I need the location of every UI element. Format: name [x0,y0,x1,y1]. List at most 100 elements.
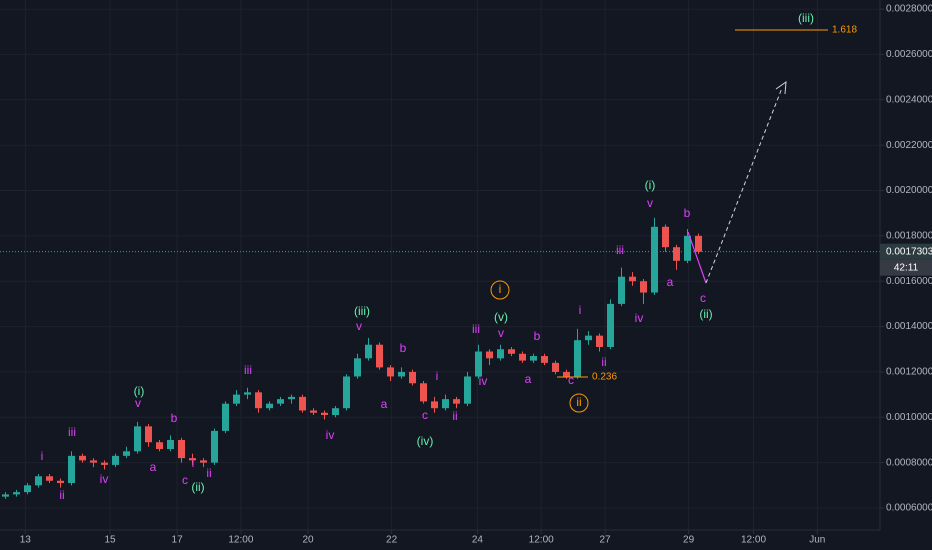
wave-label: v [356,319,362,333]
wave-label: (iii) [354,304,370,318]
x-tick-label: 12:00 [741,535,766,546]
wave-label: v [498,326,504,340]
candle-body [508,349,515,354]
candle-body [255,392,262,409]
wave-label: ii [576,395,581,409]
countdown-box [880,259,932,276]
candle-body [167,439,174,450]
candle-body [112,455,119,465]
candle-body [24,485,31,493]
y-tick-label: 0.0022000 [886,140,932,151]
candle-body [684,235,691,261]
wave-label: (ii) [699,307,712,321]
candle-body [57,480,64,484]
wave-label: b [171,411,178,425]
x-tick-label: 22 [386,535,398,546]
candle-body [442,399,449,409]
candle-body [673,247,680,261]
projection-line [687,231,707,284]
annotations: iiiiiiivvabciiiiiiivvabciiiiiiivvabciiii… [41,11,858,502]
candle-body [530,356,537,361]
wave-circle [569,393,589,413]
wave-label: ii [206,466,211,480]
candle-body [519,353,526,361]
wave-label: v [647,196,653,210]
wave-label: iv [100,472,109,486]
candle-body [13,492,20,495]
candle-body [310,410,317,413]
wave-circle [490,280,510,300]
candle-body [134,426,141,452]
candle-body [640,281,647,293]
y-tick-label: 0.0018000 [886,230,932,241]
x-tick-label: 17 [172,535,184,546]
wave-label: (iv) [417,434,434,448]
last-price-label: 0.0017303 [886,246,932,257]
candle-body [299,396,306,411]
x-tick-label: 20 [302,535,314,546]
x-tick-label: 15 [104,535,116,546]
candle-body [343,376,350,409]
y-tick-label: 0.0028000 [886,4,932,15]
candle-body [68,455,75,484]
y-tick-label: 0.0016000 [886,276,932,287]
wave-label: b [400,341,407,355]
wave-label: iii [616,243,624,257]
x-tick-label: 12:00 [529,535,554,546]
candle-body [409,371,416,384]
candle-body [79,455,86,461]
candle-body [266,403,273,409]
y-tick-label: 0.0010000 [886,412,932,423]
y-tick-label: 0.0014000 [886,321,932,332]
candle-body [332,408,339,416]
wave-label: iv [635,311,644,325]
x-tick-label: 13 [20,535,32,546]
wave-label: i [192,456,195,470]
candle-body [354,358,361,377]
candle-body [46,476,53,481]
candle-body [145,426,152,443]
candle-body [420,383,427,402]
candle-body [695,235,702,252]
candle-body [651,226,658,293]
wave-label: iii [244,363,252,377]
grid [0,0,880,530]
y-tick-label: 0.0024000 [886,94,932,105]
candle-body [497,349,504,359]
candle-body [90,460,97,463]
fib-label: 1.618 [832,25,857,36]
axes: 0.0006000 0.0008000 0.0010000 0.0012000 0.00… [20,4,932,546]
candle-body [563,371,570,377]
wave-label: iv [479,374,488,388]
wave-label: b [534,329,541,343]
wave-label: c [700,291,706,305]
candle-body [376,344,383,368]
wave-label: (iii) [798,11,814,25]
candle-body [607,303,614,347]
arrow-head [775,80,787,95]
wave-label: i [499,282,502,296]
wave-label: (i) [134,384,145,398]
y-tick-label: 0.0006000 [886,503,932,514]
candle-body [486,351,493,359]
wave-label: i [579,303,582,317]
candle-body [365,344,372,359]
candle-body [585,335,592,341]
candle-body [233,394,240,404]
candles [0,217,880,499]
candle-body [222,403,229,431]
x-tick-label: 12:00 [228,535,253,546]
candle-body [321,412,328,416]
candle-body [189,458,196,461]
candle-body [178,439,185,459]
wave-label: (v) [494,310,508,324]
y-tick-label: 0.0020000 [886,185,932,196]
candle-body [596,335,603,347]
candle-body [453,399,460,404]
candle-body [662,226,669,248]
wave-label: a [150,460,157,474]
wave-label: a [381,397,388,411]
y-tick-label: 0.0012000 [886,367,932,378]
candle-body [244,392,251,395]
